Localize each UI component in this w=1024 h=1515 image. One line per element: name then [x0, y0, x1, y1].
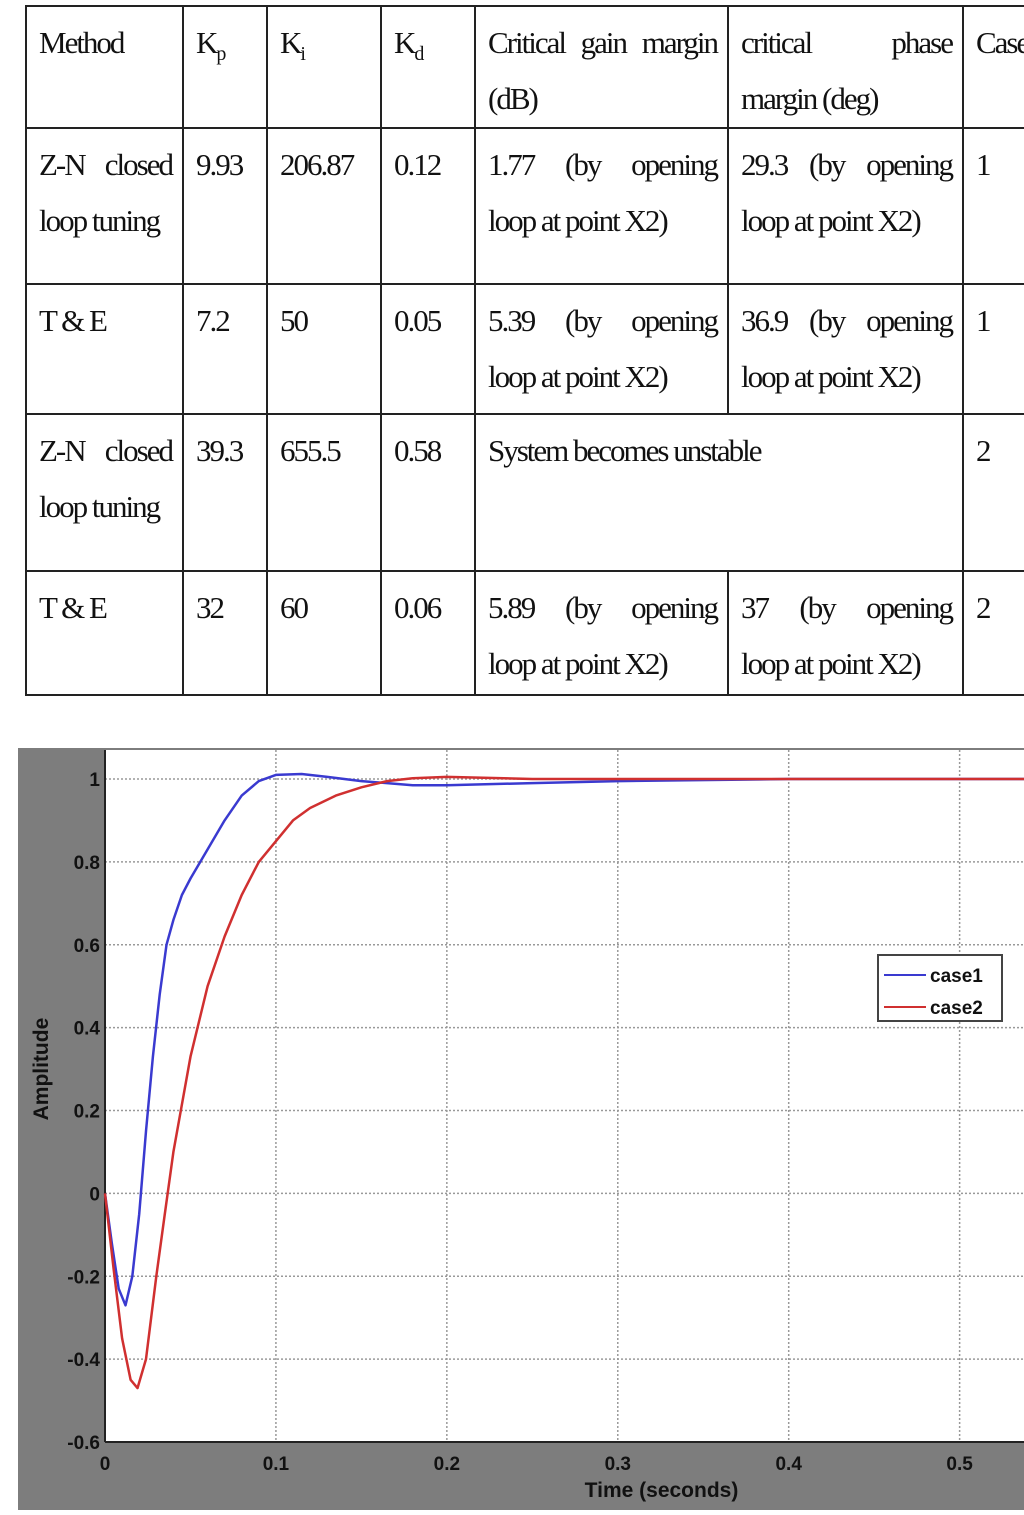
cell-gain-margin: 5.89 (by opening loop at point X2)	[474, 570, 729, 696]
y-tick-label: 0.6	[74, 936, 100, 957]
table-row: T & E 7.2 50 0.05 5.39 (by opening loop …	[25, 283, 1024, 415]
y-tick-label: -0.6	[67, 1433, 100, 1454]
cell-ki: 655.5	[266, 413, 382, 572]
cell-case: 1	[962, 283, 1024, 415]
header-gain-margin: Critical gain margin (dB)	[474, 5, 729, 129]
cell-kp: 9.93	[182, 127, 268, 285]
header-phase-margin: critical phase margin (deg)	[727, 5, 964, 129]
header-kd-label: K	[394, 25, 416, 60]
header-kp-label: K	[196, 25, 218, 60]
table-row: Z-N closed loop tuning 9.93 206.87 0.12 …	[25, 127, 1024, 285]
series-line-case2	[103, 775, 1024, 1390]
legend-label-case1: case1	[930, 966, 983, 987]
y-tick-label: 0	[89, 1184, 100, 1205]
pid-tuning-table: Method Kp Ki Kd Critical gain margin (dB…	[25, 5, 1024, 696]
table-header-row: Method Kp Ki Kd Critical gain margin (dB…	[25, 5, 1024, 129]
header-ki-sub: i	[300, 43, 306, 66]
cell-unstable-note: System becomes unstable	[474, 413, 964, 572]
x-axis-label: Time (seconds)	[585, 1479, 739, 1502]
cell-kd: 0.05	[380, 283, 476, 415]
cell-phase-margin: 29.3 (by opening loop at point X2)	[727, 127, 964, 285]
x-tick-label: 0	[100, 1454, 111, 1475]
header-case: Case	[962, 5, 1024, 129]
cell-kd: 0.06	[380, 570, 476, 696]
x-tick-label: 0.5	[946, 1454, 973, 1475]
x-tick-label: 0.2	[434, 1454, 460, 1475]
cell-phase-margin: 37 (by opening loop at point X2)	[727, 570, 964, 696]
cell-ki: 50	[266, 283, 382, 415]
header-method: Method	[25, 5, 184, 129]
cell-kp: 32	[182, 570, 268, 696]
cell-kd: 0.12	[380, 127, 476, 285]
cell-method: Z-N closed loop tuning	[25, 413, 184, 572]
legend-box	[877, 954, 1003, 1022]
y-axis-label: Amplitude	[30, 1018, 53, 1121]
table-row: T & E 32 60 0.06 5.89 (by opening loop a…	[25, 570, 1024, 696]
header-kp-sub: p	[216, 43, 227, 66]
legend-label-case2: case2	[930, 998, 983, 1019]
x-tick-label: 0.4	[775, 1454, 802, 1475]
cell-ki: 206.87	[266, 127, 382, 285]
y-tick-label: 1	[89, 770, 100, 791]
cell-phase-margin: 36.9 (by opening loop at point X2)	[727, 283, 964, 415]
cell-kp: 7.2	[182, 283, 268, 415]
x-tick-label: 0.3	[605, 1454, 631, 1475]
cell-gain-margin: 1.77 (by opening loop at point X2)	[474, 127, 729, 285]
y-tick-label: -0.2	[67, 1267, 100, 1288]
cell-case: 1	[962, 127, 1024, 285]
y-tick-label: 0.4	[74, 1019, 101, 1040]
cell-kd: 0.58	[380, 413, 476, 572]
y-tick-label: 0.2	[74, 1102, 100, 1123]
cell-method: T & E	[25, 283, 184, 415]
cell-method: T & E	[25, 570, 184, 696]
series-line-case1	[103, 772, 1024, 1307]
x-tick-label: 0.1	[263, 1454, 290, 1475]
y-tick-label: 0.8	[74, 853, 100, 874]
cell-method: Z-N closed loop tuning	[25, 127, 184, 285]
header-kd-sub: d	[414, 43, 425, 66]
header-kd: Kd	[380, 5, 476, 129]
header-ki-label: K	[280, 25, 302, 60]
cell-case: 2	[962, 570, 1024, 696]
cell-case: 2	[962, 413, 1024, 572]
cell-ki: 60	[266, 570, 382, 696]
cell-kp: 39.3	[182, 413, 268, 572]
header-ki: Ki	[266, 5, 382, 129]
plot-area	[105, 750, 1024, 1442]
cell-gain-margin: 5.39 (by opening loop at point X2)	[474, 283, 729, 415]
y-tick-label: -0.4	[67, 1350, 100, 1371]
table-row: Z-N closed loop tuning 39.3 655.5 0.58 S…	[25, 413, 1024, 572]
step-response-chart: 0 0.1 0.2 0.3 0.4 0.5 -0.6 -0.4 -0.2 0 0.2 0.4 0.6 0.…	[18, 748, 1024, 1510]
chart-svg: 0 0.1 0.2 0.3 0.4 0.5 -0.6 -0.4 -0.2 0 0.2 0.4 0.6 0.…	[30, 750, 1024, 1502]
header-kp: Kp	[182, 5, 268, 129]
